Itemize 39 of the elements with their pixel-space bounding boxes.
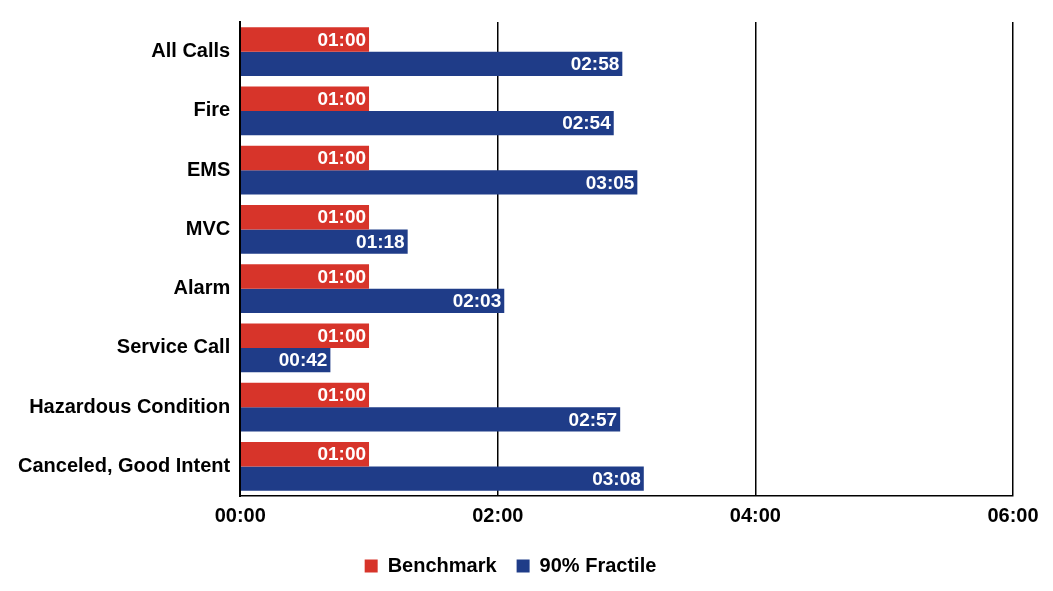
data-label: 01:18 — [356, 230, 405, 252]
data-label: 01:00 — [317, 147, 367, 169]
data-label: 02:54 — [562, 112, 612, 134]
legend-label: 90% Fractile — [539, 553, 657, 576]
data-label: 02:58 — [570, 53, 620, 75]
x-tick-label: 04:00 — [729, 503, 781, 526]
data-label: 01:00 — [317, 324, 367, 346]
y-tick-label: Hazardous Condition — [29, 394, 231, 417]
data-label: 02:57 — [568, 408, 618, 430]
data-label: 01:00 — [317, 206, 367, 228]
y-tick-label: Service Call — [116, 335, 231, 358]
bar — [240, 288, 505, 313]
data-label: 01:00 — [317, 265, 367, 287]
y-tick-label: All Calls — [151, 39, 231, 62]
x-tick-label: 02:00 — [472, 503, 524, 526]
data-label: 01:00 — [317, 87, 367, 109]
data-label: 01:00 — [317, 28, 367, 50]
y-tick-label: Alarm — [173, 276, 231, 299]
y-tick-label: MVC — [185, 216, 231, 239]
y-tick-label: Fire — [193, 98, 231, 121]
x-tick-label: 00:00 — [214, 503, 266, 526]
bar — [240, 229, 408, 254]
bar — [240, 170, 638, 195]
data-label: 01:00 — [317, 443, 367, 465]
x-tick-label: 06:00 — [987, 503, 1039, 526]
data-label: 03:05 — [585, 171, 635, 193]
data-label: 01:00 — [317, 384, 367, 406]
data-label: 03:08 — [592, 467, 641, 489]
bar — [240, 51, 623, 76]
y-tick-label: EMS — [186, 157, 231, 180]
data-label: 00:42 — [278, 349, 328, 371]
legend-label: Benchmark — [387, 553, 498, 576]
bar — [240, 110, 614, 136]
y-tick-label: Canceled, Good Intent — [17, 453, 231, 476]
bar — [240, 27, 370, 52]
bar — [240, 264, 370, 289]
bar — [240, 407, 621, 432]
bar — [240, 466, 644, 491]
data-label: 02:03 — [452, 290, 502, 312]
